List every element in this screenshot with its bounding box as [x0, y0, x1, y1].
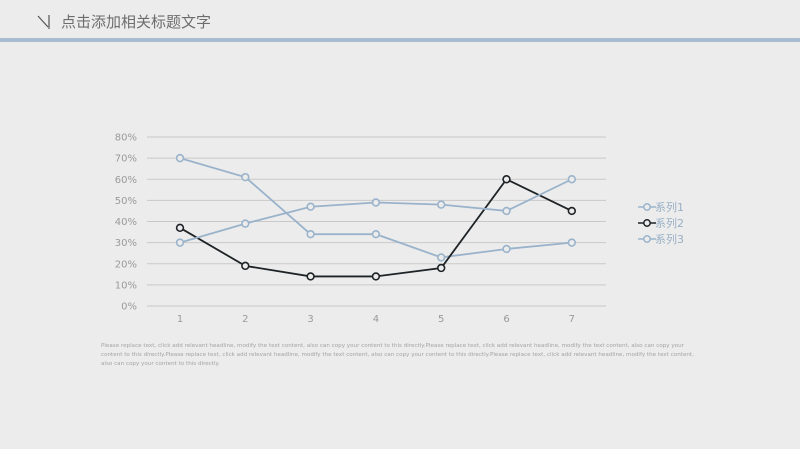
x-tick-label: 3: [307, 314, 313, 325]
legend-swatch-marker: [643, 219, 651, 227]
data-point: [241, 261, 250, 271]
data-point: [371, 272, 381, 281]
x-tick-label: 7: [569, 314, 575, 325]
x-tick-label: 2: [242, 314, 248, 325]
slide-header: 点击添加相关标题文字: [0, 0, 800, 40]
data-point: [502, 244, 511, 254]
y-tick-label: 20%: [115, 259, 137, 270]
data-point: [567, 175, 576, 184]
data-point: [567, 206, 576, 216]
legend-swatch-marker: [643, 235, 651, 243]
legend-swatch-marker: [643, 203, 651, 211]
y-tick-label: 0%: [121, 302, 137, 313]
data-point: [175, 238, 185, 247]
data-point: [502, 175, 511, 184]
legend-label: 系列3: [655, 232, 684, 246]
y-tick-label: 30%: [115, 238, 137, 249]
page-title: 点击添加相关标题文字: [61, 13, 212, 31]
y-tick-label: 50%: [115, 196, 137, 207]
x-tick-label: 1: [177, 314, 183, 325]
data-point: [371, 229, 381, 239]
y-tick-label: 10%: [115, 280, 137, 291]
y-tick-label: 80%: [115, 133, 137, 144]
header-divider: [0, 38, 800, 42]
data-point: [241, 172, 250, 182]
x-tick-label: 6: [503, 314, 509, 325]
data-point: [502, 206, 511, 216]
series-line: [179, 178, 573, 278]
caption-text: Please replace text, click add relevant …: [101, 343, 694, 367]
data-point: [437, 200, 446, 209]
x-tick-label: 4: [373, 314, 379, 325]
data-point: [241, 219, 250, 228]
y-tick-label: 70%: [115, 154, 137, 165]
legend-label: 系列2: [655, 216, 684, 230]
x-tick-label: 5: [438, 314, 444, 325]
data-point: [306, 229, 315, 239]
data-point: [306, 272, 315, 281]
data-point: [371, 198, 381, 207]
slash-mark-icon: [37, 15, 50, 29]
data-point: [306, 202, 315, 211]
data-point: [437, 263, 446, 273]
y-tick-label: 40%: [115, 217, 137, 228]
data-point: [567, 238, 576, 247]
data-point: [175, 153, 185, 163]
data-point: [175, 223, 185, 233]
legend-label: 系列1: [655, 200, 684, 214]
y-tick-label: 60%: [115, 175, 137, 186]
data-point: [437, 253, 446, 262]
